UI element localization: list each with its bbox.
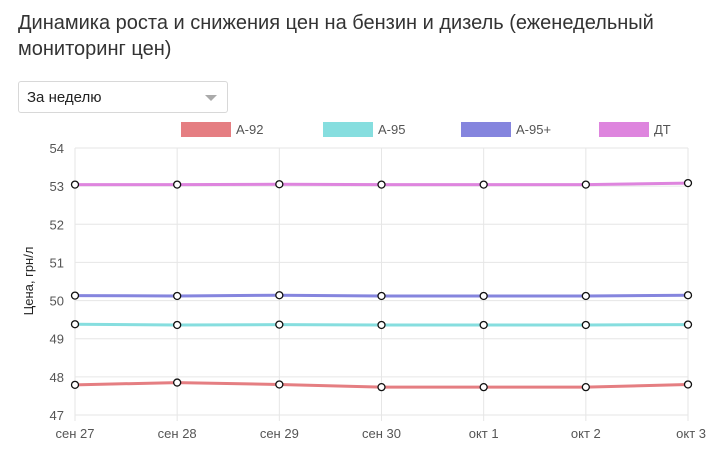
- legend-swatch[interactable]: [181, 122, 231, 137]
- series-layer: [70, 178, 693, 392]
- data-point[interactable]: [173, 378, 182, 387]
- data-point[interactable]: [581, 320, 590, 330]
- x-tick-label: окт 3: [676, 426, 706, 441]
- data-point[interactable]: [581, 383, 590, 392]
- data-point[interactable]: [479, 180, 488, 189]
- x-tick-label: окт 1: [469, 426, 499, 441]
- y-axis-label: Цена, грн/л: [21, 247, 36, 316]
- legend-swatch[interactable]: [461, 122, 511, 137]
- y-tick-label: 47: [50, 408, 64, 423]
- x-tick-label: сен 28: [158, 426, 197, 441]
- y-tick-label: 52: [50, 217, 64, 232]
- data-point[interactable]: [479, 383, 488, 392]
- data-point[interactable]: [70, 291, 80, 300]
- y-tick-labels: 47 48 49 50 51 52 53 54: [50, 141, 64, 423]
- y-tick-label: 54: [50, 141, 64, 156]
- data-point[interactable]: [173, 180, 182, 189]
- data-point[interactable]: [581, 180, 590, 189]
- legend-label[interactable]: ДТ: [654, 122, 671, 137]
- data-point[interactable]: [377, 320, 386, 330]
- legend-swatch[interactable]: [323, 122, 373, 137]
- grid-layer: [74, 147, 689, 421]
- data-point[interactable]: [275, 380, 284, 389]
- legend[interactable]: А-92 А-95 А-95+ ДТ: [181, 122, 671, 137]
- y-tick-label: 48: [50, 370, 64, 385]
- data-point[interactable]: [70, 320, 80, 329]
- data-point[interactable]: [275, 291, 284, 300]
- legend-swatch[interactable]: [599, 122, 649, 137]
- data-point[interactable]: [683, 291, 693, 300]
- data-point[interactable]: [581, 291, 590, 301]
- y-tick-label: 49: [50, 332, 64, 347]
- period-select-value: За неделю: [27, 89, 102, 106]
- data-point[interactable]: [70, 180, 80, 189]
- data-point[interactable]: [377, 383, 386, 392]
- data-point[interactable]: [377, 180, 386, 189]
- x-tick-label: сен 29: [260, 426, 299, 441]
- data-point[interactable]: [275, 180, 284, 189]
- period-select[interactable]: За неделю: [18, 81, 228, 113]
- legend-label[interactable]: А-92: [236, 122, 263, 137]
- data-point[interactable]: [683, 320, 693, 329]
- chart-title: Динамика роста и снижения цен на бензин …: [18, 12, 654, 60]
- data-point[interactable]: [479, 320, 488, 330]
- data-point[interactable]: [173, 291, 182, 301]
- y-tick-label: 50: [50, 294, 64, 309]
- data-point[interactable]: [479, 291, 488, 301]
- y-tick-label: 51: [50, 255, 64, 270]
- x-tick-labels: сен 27 сен 28 сен 29 сен 30 окт 1 окт 2 окт 3: [56, 426, 706, 441]
- x-tick-label: сен 30: [362, 426, 401, 441]
- data-point[interactable]: [70, 380, 80, 390]
- x-tick-label: сен 27: [56, 426, 95, 441]
- data-point[interactable]: [173, 320, 182, 330]
- legend-label[interactable]: А-95: [378, 122, 405, 137]
- data-point[interactable]: [683, 380, 693, 389]
- chevron-down-icon: [205, 95, 217, 101]
- data-point[interactable]: [683, 178, 693, 188]
- x-tick-label: окт 2: [571, 426, 601, 441]
- y-tick-label: 53: [50, 179, 64, 194]
- data-point[interactable]: [275, 320, 284, 329]
- legend-label[interactable]: А-95+: [516, 122, 551, 137]
- data-point[interactable]: [377, 291, 386, 301]
